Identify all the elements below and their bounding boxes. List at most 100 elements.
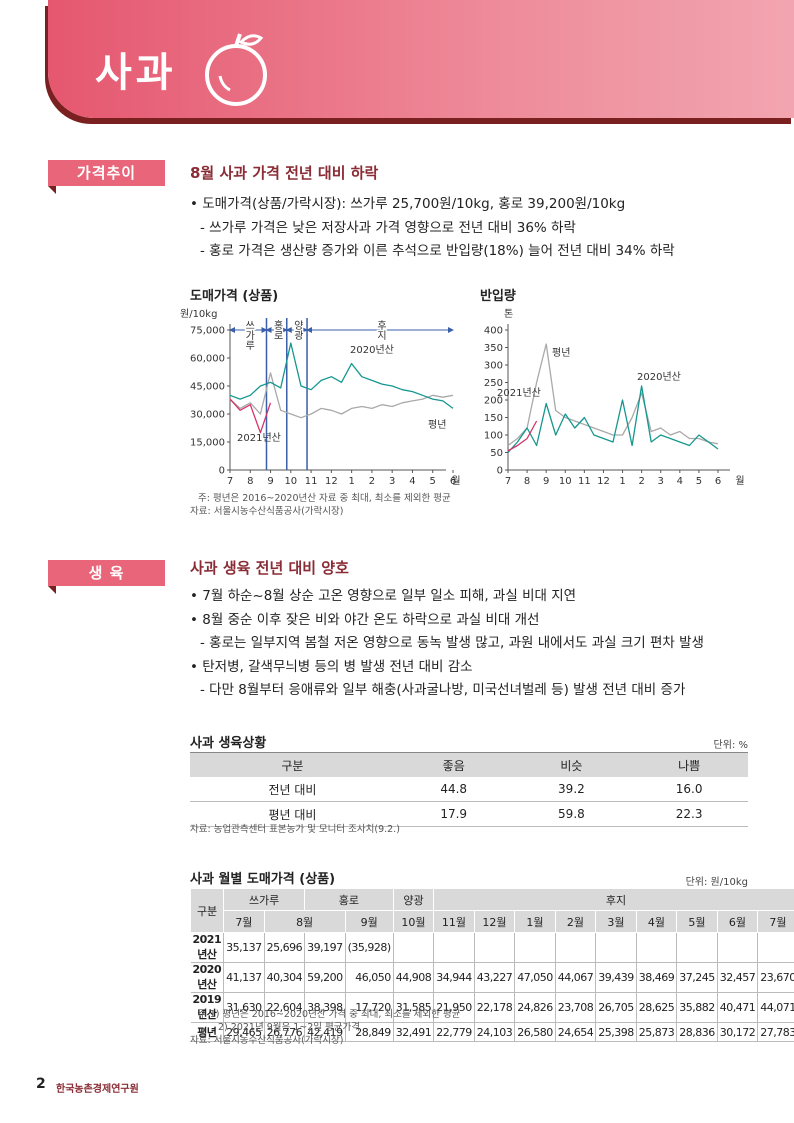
table-note: 자료: 농업관측센터 표본농가 및 모니터 조사치(9.2.) — [190, 824, 400, 835]
th: 9월 — [344, 910, 394, 933]
cell — [757, 932, 794, 963]
table-unit: 단위: % — [713, 740, 748, 751]
header-band — [48, 0, 794, 118]
series-label: 평년 — [552, 347, 570, 359]
cell: 28,849 — [344, 1022, 394, 1042]
y-tick-label: 200 — [484, 396, 503, 407]
cell: 37,245 — [676, 962, 718, 993]
x-tick-label: 9 — [543, 476, 549, 487]
cell: 17.9 — [394, 801, 513, 827]
table: 구분 쓰가루 홍로 양광 후지 7월 8월 9월 10월 11월 12월 1월 2월 3월 4월 5… — [189, 888, 794, 1042]
table-unit: 단위: 원/10kg — [685, 877, 748, 888]
cell — [392, 932, 435, 963]
cell: 28,625 — [635, 992, 678, 1023]
y-tick-label: 300 — [484, 361, 503, 372]
cell: 21,950 — [433, 992, 475, 1023]
x-unit: 월 — [735, 475, 744, 487]
cell: 28,836 — [676, 1022, 718, 1042]
cell — [595, 932, 637, 963]
cell: 16.0 — [630, 777, 748, 802]
bullet: 7월 하순~8월 상순 고온 영향으로 일부 일소 피해, 과실 비대 지연 — [190, 585, 704, 609]
x-tick-label: 5 — [696, 476, 702, 487]
series-line — [507, 343, 719, 447]
th: 후지 — [433, 888, 794, 911]
cell: 27,783 — [757, 1022, 794, 1042]
table: 구분 좋음 비슷 나쁨 전년 대비 44.8 39.2 16.0 평년 대비 17.9 59… — [190, 752, 748, 827]
x-tick-label: 10 — [284, 476, 297, 487]
cell: 24,826 — [514, 992, 556, 1023]
th: 10월 — [392, 910, 435, 933]
bullet: 8월 중순 이후 잦은 비와 야간 온도 하락으로 과실 비대 개선 — [190, 609, 704, 633]
x-tick-label: 4 — [677, 476, 683, 487]
cell: 26,580 — [514, 1022, 556, 1042]
cell: 44.8 — [394, 777, 513, 802]
cell: 47,050 — [514, 962, 556, 993]
page-number: 2 — [36, 1076, 46, 1092]
cell: 43,227 — [473, 962, 516, 993]
cell: 44,071 — [757, 992, 794, 1023]
period-label: 쓰가루 — [243, 320, 255, 351]
table-title: 사과 월별 도매가격 (상품) — [190, 872, 336, 887]
cell: 평년 대비 — [190, 801, 395, 827]
cell: 31,630 — [223, 992, 265, 1023]
x-tick-label: 3 — [658, 476, 664, 487]
cell: 32,491 — [392, 1022, 435, 1042]
cell — [473, 932, 516, 963]
x-tick-label: 8 — [247, 476, 253, 487]
cell: 26,705 — [595, 992, 637, 1023]
x-tick-label: 3 — [389, 476, 395, 487]
cell: 39,439 — [595, 962, 637, 993]
y-axis-label: 톤 — [504, 308, 513, 320]
series-label: 2020년산 — [637, 371, 681, 383]
series-label: 2021년산 — [497, 387, 541, 399]
cell: 34,944 — [433, 962, 475, 993]
x-tick-label: 9 — [267, 476, 273, 487]
sub-bullet: 홍로 가격은 생산량 증가와 이른 추석으로 반입량(18%) 늘어 전년 대비… — [190, 240, 675, 264]
row: 평년 29,465 26,776 42,419 28,849 32,491 22,779 24… — [190, 1022, 794, 1042]
series-line — [229, 342, 454, 409]
section-tag: 생 육 — [48, 560, 165, 594]
cell: 40,304 — [263, 962, 306, 993]
x-tick-label: 2 — [369, 476, 375, 487]
row: 전년 대비 44.8 39.2 16.0 — [190, 777, 748, 802]
bullet-list: 도매가격(상품/가락시장): 쓰가루 25,700원/10kg, 홍로 39,2… — [190, 193, 675, 264]
y-axis-label: 원/10kg — [180, 308, 217, 320]
th: 비슷 — [512, 752, 631, 777]
note: 2) 2021년 9월은 1~2일 평균가격 — [218, 1022, 361, 1033]
chart-title: 반입량 — [480, 289, 516, 304]
chart-notes: 주: 평년은 2016~2020년산 자료 중 최대, 최소를 제외한 평균 자… — [190, 492, 451, 518]
cell: 44,908 — [392, 962, 435, 993]
footer-org: 한국농촌경제연구원 — [56, 1084, 139, 1095]
series-line — [229, 398, 272, 434]
x-tick-label: 10 — [559, 476, 572, 487]
cell: 35,882 — [676, 992, 718, 1023]
y-tick-label: 50 — [490, 448, 503, 459]
y-tick-label: 45,000 — [190, 382, 225, 393]
th: 구분 — [189, 888, 225, 933]
cell: 26,776 — [263, 1022, 306, 1042]
series-line — [507, 385, 719, 453]
note: 자료: 서울시농수산식품공사(가락시장) — [190, 506, 344, 517]
sub-bullet: 쓰가루 가격은 낮은 저장사과 가격 영향으로 전년 대비 36% 하락 — [190, 217, 675, 241]
cell: 24,103 — [473, 1022, 516, 1042]
cell: 25,696 — [263, 932, 306, 963]
y-tick-label: 350 — [484, 343, 503, 354]
th: 6월 — [716, 910, 759, 933]
cell: 41,137 — [223, 962, 265, 993]
series-line — [229, 372, 454, 419]
cell: 59.8 — [512, 801, 631, 827]
y-tick-label: 60,000 — [190, 354, 225, 365]
cell: 42,419 — [304, 1022, 346, 1042]
th: 5월 — [676, 910, 718, 933]
y-tick-label: 150 — [484, 413, 503, 424]
cell: 24,654 — [554, 1022, 597, 1042]
note: 주: 평년은 2016~2020년산 자료 중 최대, 최소를 제외한 평균 — [198, 493, 451, 504]
chart-title: 도매가격 (상품) — [190, 289, 279, 304]
th: 나쁨 — [630, 752, 748, 777]
series-line — [507, 420, 538, 452]
cell: 38,398 — [304, 992, 346, 1023]
x-tick-label: 8 — [524, 476, 530, 487]
series-label: 평년 — [428, 419, 446, 431]
th: 쓰가루 — [223, 888, 306, 911]
